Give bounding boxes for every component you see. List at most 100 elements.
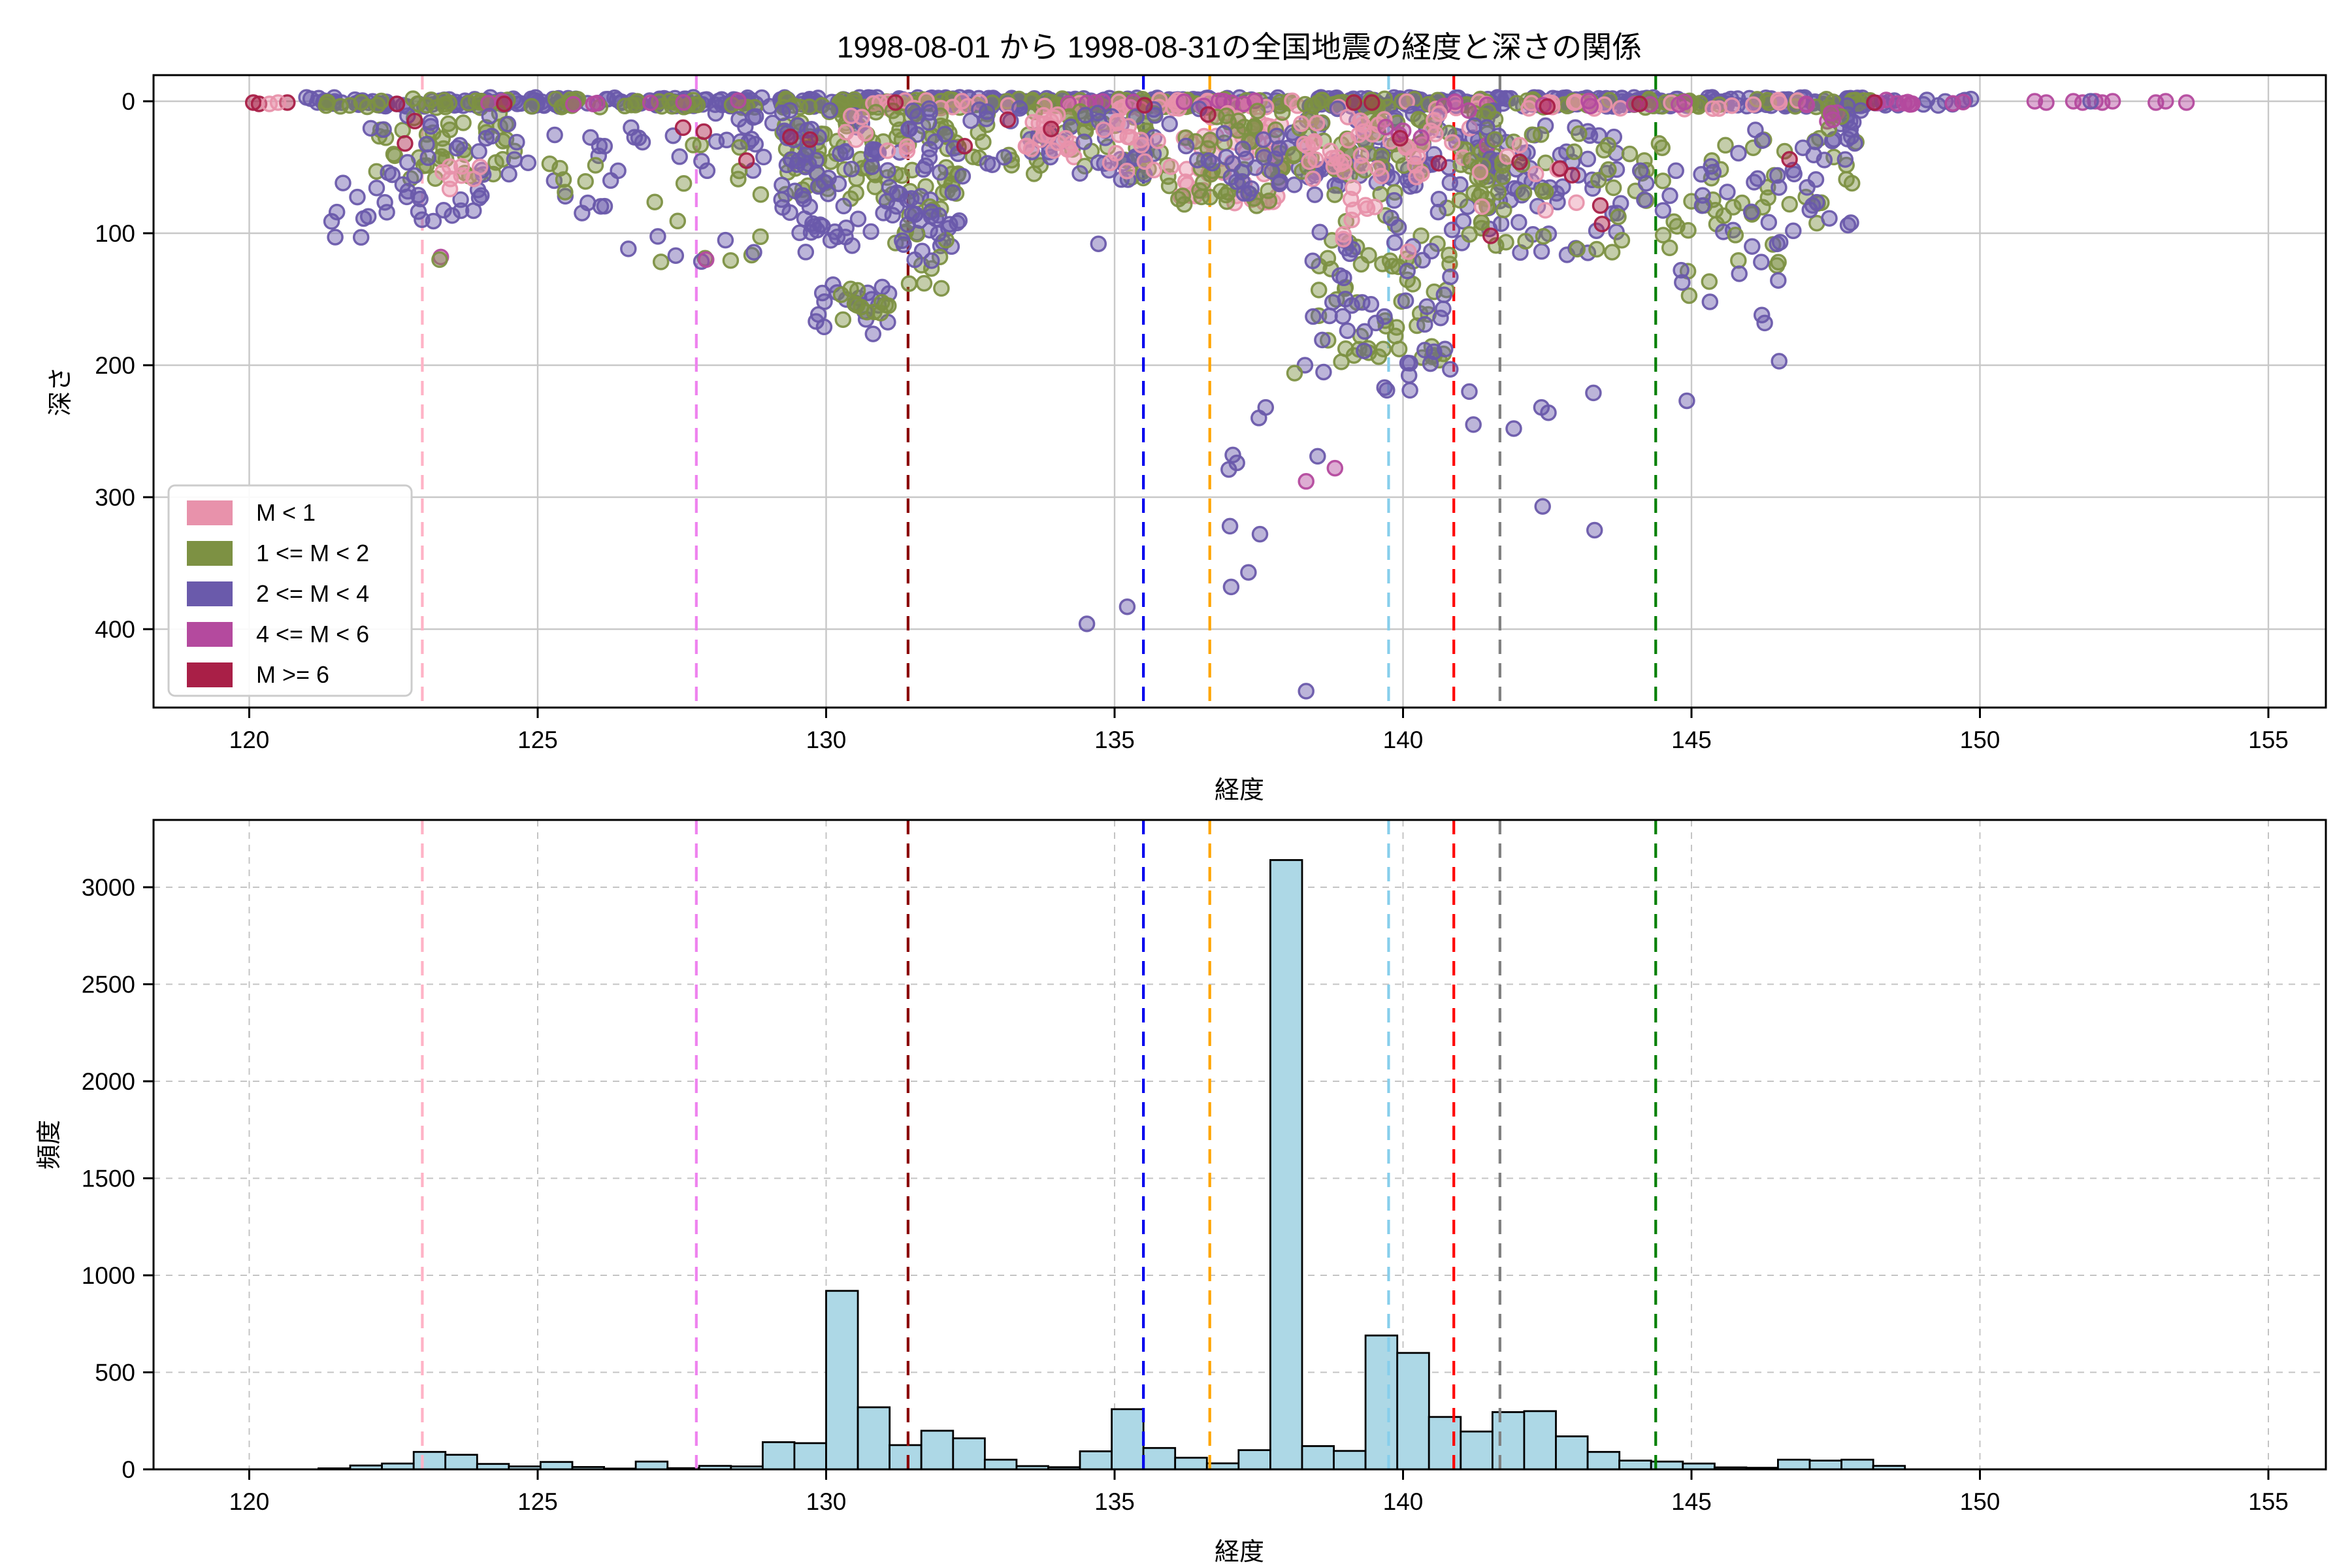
scatter-point [2178, 94, 2195, 111]
scatter-point [1119, 598, 1136, 615]
scatter-point [487, 154, 504, 171]
histogram-bar [412, 1450, 447, 1471]
scatter-point [564, 95, 582, 113]
scatter-point [1296, 135, 1313, 153]
scatter-point [821, 102, 839, 119]
scatter-point [1122, 129, 1139, 146]
scatter-point [425, 212, 442, 230]
scatter-point [1511, 154, 1528, 171]
histogram-bar [1396, 1352, 1430, 1471]
histogram-reference-vlines [421, 820, 1658, 1469]
scatter-point [752, 186, 770, 203]
histogram-bars [318, 859, 1906, 1471]
scatter-point [1260, 192, 1278, 210]
scatter-point [610, 162, 627, 180]
scatter-point [954, 167, 972, 185]
scatter-point [879, 142, 896, 159]
scatter-point [1843, 174, 1861, 192]
scatter-point [1043, 120, 1060, 138]
scatter-point [1605, 179, 1622, 197]
histogram-bar [444, 1454, 478, 1471]
scatter-point [1590, 171, 1607, 189]
scatter-point [1401, 382, 1418, 399]
scatter-xaxis-label: 経度 [1215, 777, 1264, 804]
scatter-point [1565, 143, 1583, 161]
scatter-point [1175, 93, 1193, 110]
scatter-point [1160, 177, 1178, 195]
scatter-point [1090, 154, 1107, 171]
scatter-point [1929, 97, 1947, 114]
scatter-point [1571, 125, 1588, 142]
scatter-point [842, 107, 860, 125]
scatter-point [1613, 231, 1631, 249]
scatter-point [1326, 186, 1343, 203]
histogram-xtick-label: 120 [229, 1488, 270, 1515]
scatter-point [1537, 117, 1554, 135]
scatter-point [1482, 227, 1499, 244]
scatter-point [406, 112, 423, 130]
scatter-point [1901, 96, 1919, 113]
scatter-point [596, 137, 613, 155]
scatter-point [984, 156, 1001, 173]
scatter-point [1612, 195, 1629, 212]
scatter-point [328, 203, 346, 221]
scatter-point [1339, 108, 1356, 125]
scatter-point [1473, 214, 1490, 231]
scatter-point [797, 244, 815, 261]
scatter-point [1532, 126, 1550, 143]
scatter-point [1401, 355, 1418, 372]
scatter-yaxis-label: 深さ [47, 367, 74, 416]
scatter-point [435, 201, 452, 219]
scatter-point [1177, 137, 1195, 155]
scatter-point [1240, 564, 1257, 581]
scatter-point [1600, 161, 1617, 178]
scatter-point [1495, 201, 1512, 219]
scatter-point [879, 162, 896, 179]
scatter-point [1382, 209, 1399, 227]
scatter-point [1654, 202, 1672, 219]
scatter-point [1705, 100, 1722, 117]
scatter-point [1631, 95, 1648, 112]
scatter-point [1714, 223, 1732, 240]
legend: M < 1 1 <= M < 2 2 <= M < 4 4 <= M < 6 M >= … [167, 484, 413, 697]
scatter-point [440, 115, 457, 133]
scatter-point [1781, 195, 1798, 213]
scatter-point [1693, 197, 1711, 214]
histogram-bar [1428, 1416, 1462, 1471]
scatter-spine [152, 74, 2327, 709]
scatter-point [685, 137, 702, 154]
scatter-point [849, 210, 867, 227]
scatter-xtick-label: 130 [806, 727, 847, 753]
scatter-point [1136, 97, 1153, 114]
scatter-point [1304, 252, 1322, 270]
scatter-plot: 120 125 130 135 140 145 150 155 0 100 200 300 400 M <… [95, 74, 2327, 753]
scatter-point [1625, 95, 1643, 113]
scatter-point [1661, 187, 1678, 204]
scatter-point [1490, 184, 1507, 201]
scatter-point [589, 95, 606, 112]
scatter-point [1674, 274, 1691, 291]
scatter-point [451, 137, 468, 154]
scatter-point [1754, 132, 1771, 149]
scatter-point [923, 203, 939, 220]
histogram-bar [1776, 1458, 1811, 1471]
scatter-point [1136, 166, 1153, 183]
scatter-point [996, 148, 1013, 166]
scatter-point [1235, 95, 1252, 112]
scatter-point [1539, 98, 1556, 115]
scatter-point [1701, 293, 1719, 310]
histogram-yaxis-label: 頻度 [36, 1120, 63, 1169]
scatter-point [1237, 150, 1254, 168]
scatter-point [481, 108, 498, 125]
scatter-point [1661, 239, 1678, 257]
scatter-point [1731, 265, 1748, 282]
scatter-point [1077, 106, 1094, 124]
figure-title: 1998-08-01 から 1998-08-31の全国地震の経度と深さの関係 [837, 30, 1642, 64]
scatter-point [1465, 117, 1483, 135]
scatter-point [1612, 99, 1629, 117]
scatter-point [1345, 94, 1363, 111]
scatter-point [1846, 135, 1863, 152]
scatter-point [1444, 134, 1461, 151]
scatter-point [404, 90, 421, 107]
scatter-point [834, 311, 852, 328]
